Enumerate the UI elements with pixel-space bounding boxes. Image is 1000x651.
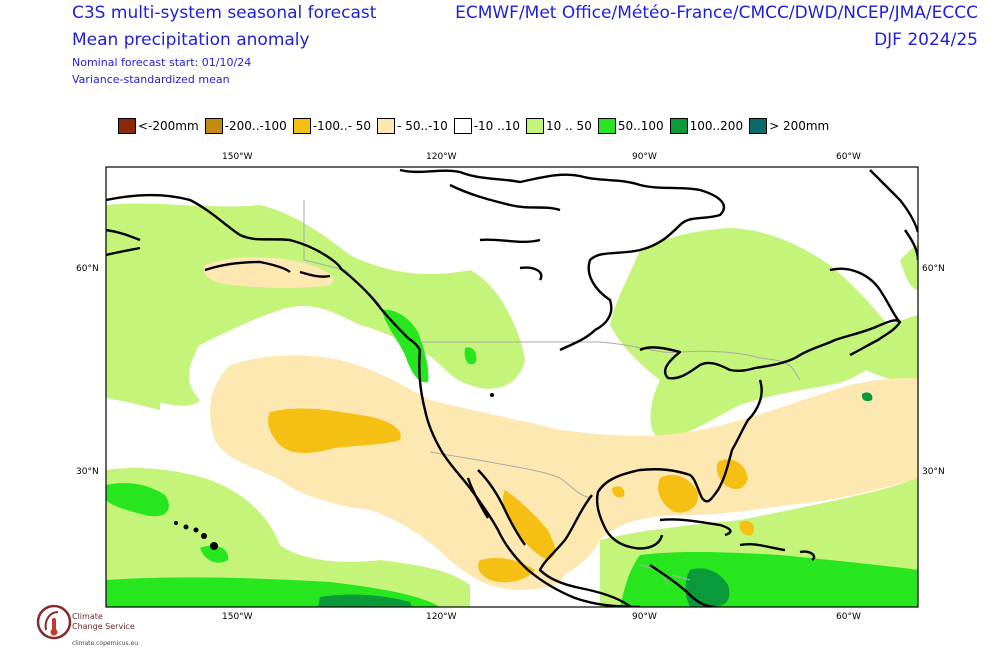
copernicus-logo bbox=[36, 604, 72, 640]
legend-label: 100..200 bbox=[689, 119, 744, 133]
wet-region-pacific-coast bbox=[106, 300, 210, 406]
hawaii-islands bbox=[174, 521, 218, 550]
lat-label: 30°N bbox=[76, 467, 99, 477]
legend: <-200mm -200..-100 -100..- 50 - 50..-10 … bbox=[118, 117, 829, 135]
lon-label: 120°W bbox=[426, 152, 457, 162]
lat-label: 60°N bbox=[922, 264, 945, 274]
moderate-dry-gulf bbox=[658, 474, 699, 513]
legend-item: - 50..-10 bbox=[377, 118, 448, 134]
legend-label: -200..-100 bbox=[224, 119, 287, 133]
lat-label: 60°N bbox=[76, 264, 99, 274]
wet-region-subtropical-pacific bbox=[106, 468, 470, 607]
legend-swatch bbox=[204, 118, 223, 134]
bermuda-dot bbox=[490, 393, 494, 397]
legend-swatch bbox=[597, 118, 616, 134]
map-title: C3S multi-system seasonal forecast bbox=[72, 3, 377, 23]
legend-item: 50..100 bbox=[597, 118, 664, 134]
legend-item: -200..-100 bbox=[204, 118, 287, 134]
logo-text: Climate Change Service bbox=[72, 612, 135, 632]
legend-swatch bbox=[453, 118, 472, 134]
wet-spot-hawaii bbox=[106, 483, 169, 517]
legend-swatch bbox=[377, 118, 396, 134]
legend-label: -100..- 50 bbox=[312, 119, 372, 133]
dry-band bbox=[210, 355, 918, 587]
legend-label: 10 .. 50 bbox=[546, 119, 592, 133]
moderate-dry-florida bbox=[716, 459, 748, 490]
season-label: DJF 2024/25 bbox=[874, 30, 978, 50]
legend-label: <-200mm bbox=[138, 119, 199, 133]
lon-label: 60°W bbox=[836, 152, 861, 162]
forecast-start: Nominal forecast start: 01/10/24 bbox=[72, 56, 252, 69]
wet-region-eastern-canada bbox=[610, 228, 900, 440]
very-wet-central-america bbox=[685, 568, 730, 607]
lon-label: 150°W bbox=[222, 152, 253, 162]
legend-label: -10 ..10 bbox=[473, 119, 521, 133]
moderate-dry-texas bbox=[612, 486, 625, 498]
wet-region-greenland-edge bbox=[900, 245, 918, 290]
moderate-dry-cuba bbox=[739, 520, 755, 536]
very-wet-atlantic bbox=[861, 392, 873, 402]
lat-label: 30°N bbox=[922, 467, 945, 477]
legend-label: - 50..-10 bbox=[397, 119, 448, 133]
legend-swatch bbox=[292, 118, 311, 134]
moderate-dry-baja bbox=[502, 490, 556, 560]
central-america-borders bbox=[639, 564, 691, 586]
thermometer-icon bbox=[52, 618, 56, 630]
method-label: Variance-standardized mean bbox=[72, 73, 230, 86]
legend-item: 10 .. 50 bbox=[526, 118, 592, 134]
wet-region-atlantic bbox=[850, 315, 918, 385]
lon-label: 90°W bbox=[632, 612, 657, 622]
legend-swatch bbox=[526, 118, 545, 134]
wet-spot-hawaii-2 bbox=[200, 545, 229, 563]
logo-line2: Change Service bbox=[72, 622, 135, 631]
legend-item: -100..- 50 bbox=[292, 118, 372, 134]
systems-label: ECMWF/Met Office/Météo-France/CMCC/DWD/N… bbox=[455, 3, 978, 23]
logo-ring bbox=[36, 604, 72, 640]
legend-label: 50..100 bbox=[617, 119, 664, 133]
lon-label: 150°W bbox=[222, 612, 253, 622]
legend-swatch bbox=[118, 118, 136, 134]
logo-arc bbox=[44, 611, 59, 631]
wet-region-north-pacific bbox=[106, 203, 525, 410]
legend-item: 100..200 bbox=[669, 118, 744, 134]
legend-swatch bbox=[669, 118, 688, 134]
very-wet-tropical-pacific bbox=[318, 594, 412, 607]
legend-item: -10 ..10 bbox=[453, 118, 521, 134]
lon-label: 60°W bbox=[836, 612, 861, 622]
wet-spot-bc-coast bbox=[382, 309, 429, 383]
lon-label: 90°W bbox=[632, 152, 657, 162]
logo-line1: Climate bbox=[72, 612, 103, 621]
dry-region-alaska bbox=[203, 257, 334, 289]
legend-swatch bbox=[749, 118, 768, 134]
map-frame bbox=[105, 166, 919, 608]
thermometer-bulb-icon bbox=[50, 628, 58, 636]
wet-spot-montana bbox=[464, 347, 477, 365]
legend-item: > 200mm bbox=[749, 118, 829, 134]
map-subtitle: Mean precipitation anomaly bbox=[72, 30, 310, 50]
logo-url: climate.copernicus.eu bbox=[72, 640, 139, 647]
moderate-dry-southwest bbox=[268, 408, 401, 453]
us-mexico-border bbox=[429, 451, 591, 499]
legend-item: <-200mm bbox=[118, 118, 199, 134]
legend-label: > 200mm bbox=[769, 119, 830, 133]
lon-label: 120°W bbox=[426, 612, 457, 622]
